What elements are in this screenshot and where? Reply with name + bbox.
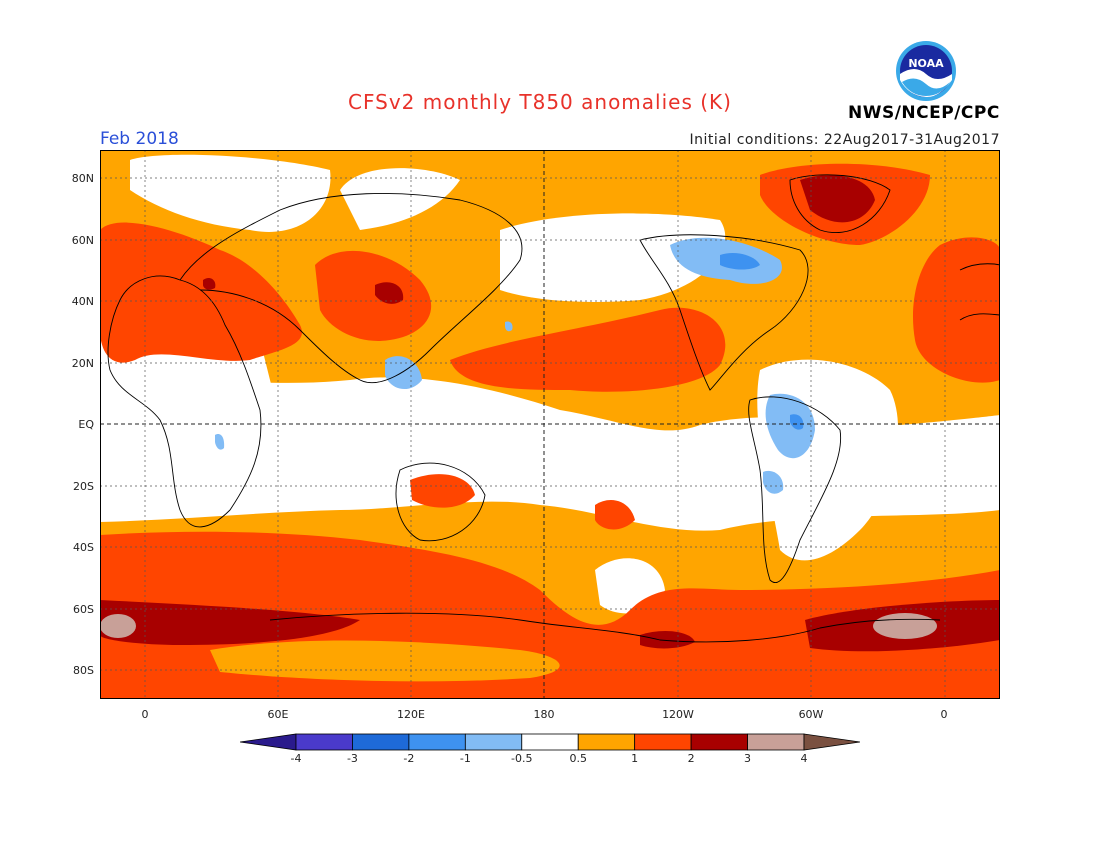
legend-swatch: [747, 733, 805, 751]
color-legend-bar: [239, 733, 861, 751]
noaa-logo: NOAA: [895, 40, 957, 102]
legend-label: -3: [346, 752, 358, 765]
legend-label: -1: [459, 752, 471, 765]
lat-label: 80S: [73, 664, 94, 677]
legend-swatch: [521, 733, 579, 751]
lat-label: EQ: [78, 418, 94, 431]
graticule: [100, 150, 1000, 699]
legend-label: 0.5: [569, 752, 587, 765]
color-legend: [239, 733, 861, 773]
map-frame: [100, 150, 1000, 699]
lon-label: 60W: [798, 708, 824, 721]
legend-swatch: [464, 733, 523, 751]
legend-swatch: [577, 733, 636, 751]
legend-swatch: [295, 733, 353, 751]
legend-swatch: [690, 733, 748, 751]
legend-label: -2: [403, 752, 415, 765]
legend-swatch: [239, 733, 297, 751]
coastlines: [107, 174, 1001, 643]
lat-label: 60S: [73, 603, 94, 616]
agency-label: NWS/NCEP/CPC: [848, 103, 1000, 123]
initial-conditions: Initial conditions: 22Aug2017-31Aug2017: [689, 132, 1000, 148]
legend-label: 3: [744, 752, 752, 765]
lon-label: 120W: [662, 708, 694, 721]
logo-text: NOAA: [908, 57, 944, 70]
forecast-month: Feb 2018: [100, 129, 179, 149]
legend-label: -0.5: [511, 752, 533, 765]
anomaly-map: [100, 150, 1001, 699]
lon-label: 60E: [267, 708, 289, 721]
legend-label: 4: [800, 752, 808, 765]
legend-label: 1: [631, 752, 639, 765]
lat-label: 60N: [71, 234, 94, 247]
lat-label: 20S: [73, 480, 94, 493]
lon-label: 120E: [397, 708, 425, 721]
lon-label: 180: [533, 708, 555, 721]
lon-label: 0: [141, 708, 149, 721]
legend-label: -4: [290, 752, 302, 765]
lat-label: 80N: [71, 172, 94, 185]
reference-lines: [100, 150, 1000, 699]
legend-swatch: [803, 733, 861, 751]
legend-label: 2: [687, 752, 695, 765]
legend-swatch: [408, 733, 466, 751]
lat-label: 40N: [71, 295, 94, 308]
lat-label: 20N: [71, 357, 94, 370]
page-title: CFSv2 monthly T850 anomalies (K): [348, 90, 732, 114]
southern-ocean-band: [210, 640, 560, 682]
lat-label: 40S: [73, 541, 94, 554]
cool-core-regions: [720, 253, 804, 430]
legend-swatch: [634, 733, 692, 751]
legend-swatch: [352, 733, 410, 751]
lon-label: 0: [940, 708, 948, 721]
